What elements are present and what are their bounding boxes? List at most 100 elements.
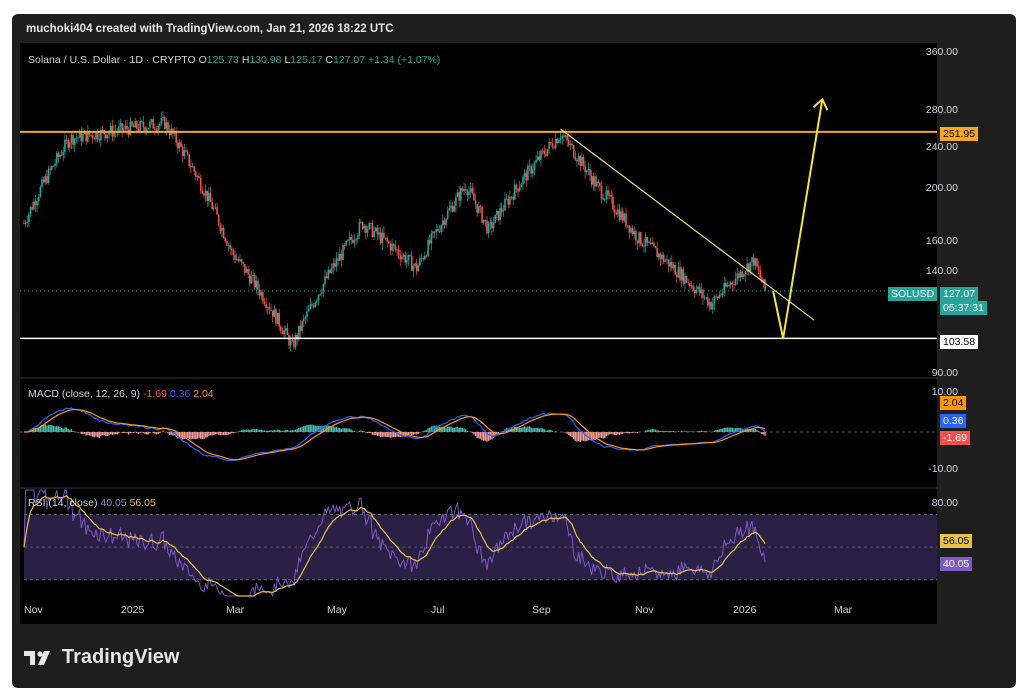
candle-body [425,255,428,257]
time-tick: Sep [532,604,551,616]
candle-body [613,209,616,213]
macd-hist-bar [36,427,38,432]
macd-hist-bar [83,432,86,434]
candle-body [569,143,572,145]
candle-body [450,205,452,209]
candle-body [122,128,125,131]
macd-hist-bar [600,432,603,439]
macd-hist-bar [620,432,622,434]
price-overlays [20,97,937,340]
candle-body [567,140,570,145]
candle-body [325,276,328,279]
macd-hist-bar [113,432,115,435]
candle-body [711,303,714,310]
candle-body [49,168,51,170]
candle-body [641,244,644,247]
macd-hist-bar [291,430,294,432]
candle-body [293,340,295,348]
candle-body [518,187,521,192]
macd-hist-bar [718,429,721,432]
candle-body [422,258,424,260]
candle-body [358,222,361,236]
countdown-tag: 05:37:31 [940,301,987,315]
macd-hist-bar [262,430,264,432]
candle-body [222,227,225,238]
macd-hist-bar [299,427,302,432]
macd-hist-bar [383,432,385,437]
macd-hist-bar [311,424,313,432]
macd-hist-bar [502,430,505,432]
candle-body [176,142,179,149]
candle-body [731,282,734,285]
macd-hist-bar [545,430,547,432]
macd-hist-bar [730,427,732,432]
candle-body [288,334,290,346]
macd-hist-bar [666,430,668,432]
candle-body [723,282,726,293]
macd-hist-bar [440,426,442,432]
candle-body [322,283,325,293]
candle-body [743,274,745,278]
macd-hist-bar [483,432,485,441]
macd-hist-bar [401,432,403,437]
macd-hist-bar [44,424,46,432]
candle-body [338,253,341,261]
candle-body [751,257,753,263]
tradingview-logo[interactable]: TradingView [24,646,179,669]
candle-body [44,176,47,183]
macd-hist-bar [121,432,123,433]
candle-body [509,196,511,205]
macd-hist-bar [533,428,536,432]
candle-body [180,142,182,147]
macd-hist-bar [671,431,673,432]
macd-hist-bar [376,432,379,436]
macd-hist-bar [566,432,568,434]
macd-hist-bar [550,429,552,432]
macd-hist-bar [56,425,58,432]
candle-body [497,210,500,221]
macd-hist-bar [126,432,128,434]
macd-hist-bar [312,425,315,432]
candle-body [432,231,434,234]
candle-body [566,135,568,141]
candle-body [296,334,299,339]
macd-hist-bar [196,432,199,439]
candle-body [702,289,704,298]
macd-hist-bar [582,432,585,441]
candle-body [496,210,498,215]
candle-body [698,286,701,294]
macd-hist-bar [69,429,71,432]
candle-body [214,207,217,209]
macd-hist-bar [520,427,523,432]
candle-body [644,237,647,246]
macd-hist-bar [60,427,63,432]
macd-hist-bar [473,432,475,435]
macd-hist-bar [690,431,693,432]
candle-body [656,248,658,258]
macd-hist-bar [466,430,469,432]
candle-body [476,204,478,213]
macd-hist-bar [54,426,56,432]
candle-body [474,200,477,205]
macd-hist-bar [307,424,310,432]
macd-tick: -10.00 [928,463,958,475]
macd-hist-bar [541,428,544,432]
macd-hist-bar [748,429,750,432]
candle-body [388,241,390,244]
candle-body [255,280,258,288]
macd-hist-bar [530,427,532,432]
macd-hist-bar [425,430,428,432]
macd-hist-bar [213,432,215,436]
candle-body [747,263,750,272]
macd-hist-bar [216,432,218,435]
macd-hist-bar [128,432,130,435]
macd-hist-bar [685,431,688,432]
candle-body [239,259,241,261]
macd-hist-bar [455,427,457,432]
macd-hist-bar [716,429,719,432]
macd-hist-bar [571,432,573,437]
candle-body [286,328,289,335]
macd-hist-bar [267,430,269,432]
macd-tick: 10.00 [931,386,958,398]
